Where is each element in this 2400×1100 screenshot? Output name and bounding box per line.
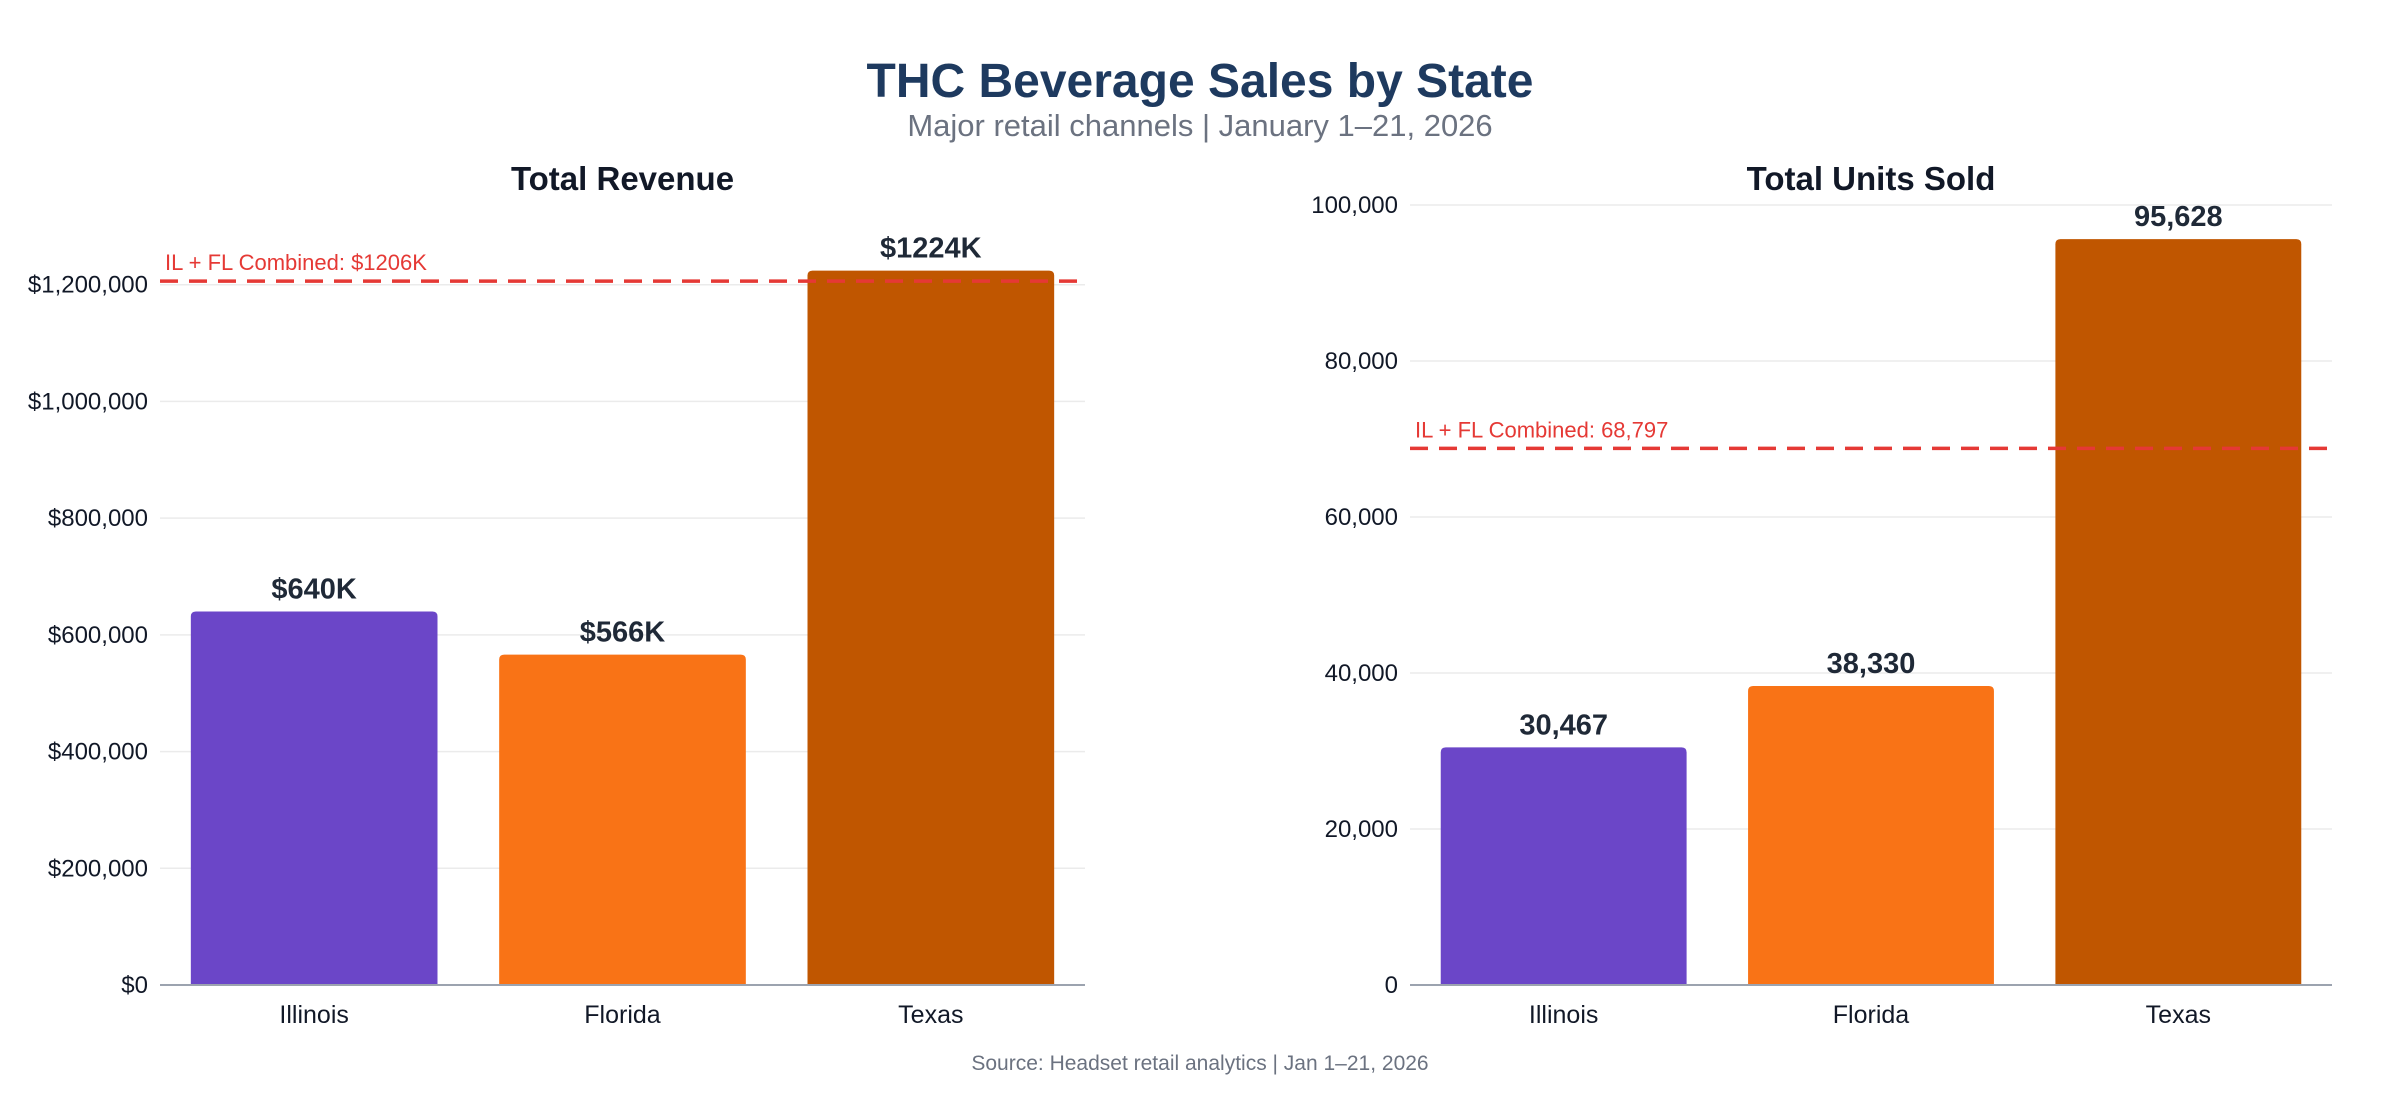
- source-note: Source: Headset retail analytics | Jan 1…: [971, 1052, 1429, 1075]
- y-tick-label: $800,000: [48, 505, 148, 532]
- y-tick-label: $200,000: [48, 855, 148, 882]
- y-tick-label: 100,000: [1311, 192, 1398, 219]
- y-tick-label: $0: [121, 972, 148, 999]
- data-label: $640K: [271, 574, 357, 606]
- y-tick-label: $1,000,000: [28, 388, 148, 415]
- x-tick-label: Illinois: [1529, 1001, 1598, 1029]
- bar-florida: [499, 654, 746, 985]
- y-tick-label: $600,000: [48, 622, 148, 649]
- chart-subtitle: Major retail channels | January 1–21, 20…: [907, 108, 1493, 143]
- data-label: $1224K: [880, 233, 982, 265]
- x-tick-label: Texas: [2146, 1001, 2211, 1029]
- data-label: 30,467: [1519, 709, 1608, 741]
- reference-line-label: IL + FL Combined: $1206K: [165, 250, 427, 275]
- bar-illinois: [190, 611, 438, 985]
- y-tick-label: $1,200,000: [28, 272, 148, 299]
- data-label: 95,628: [2134, 201, 2223, 233]
- y-tick-label: $400,000: [48, 739, 148, 766]
- y-tick-label: 20,000: [1325, 816, 1398, 843]
- panel-title: Total Units Sold: [1747, 160, 1996, 197]
- y-tick-label: 80,000: [1325, 348, 1398, 375]
- chart-title: THC Beverage Sales by State: [866, 55, 1534, 108]
- bar-illinois: [1440, 747, 1687, 985]
- data-label: 38,330: [1827, 648, 1916, 680]
- y-tick-label: 40,000: [1325, 660, 1398, 687]
- x-tick-label: Texas: [898, 1001, 963, 1029]
- panel-revenue: Total Revenue $0 $200,000 $400,000 $600,000 $…: [28, 160, 1085, 1029]
- x-tick-label: Illinois: [279, 1001, 348, 1029]
- panel-units: Total Units Sold 0 20,000 40,000 60,000 80,00…: [1311, 160, 2332, 1029]
- bar-texas: [2055, 239, 2302, 986]
- data-label: $566K: [580, 617, 666, 649]
- bar-florida: [1748, 686, 1994, 985]
- y-tick-label: 0: [1385, 972, 1398, 999]
- x-tick-label: Florida: [584, 1001, 661, 1029]
- y-tick-label: 60,000: [1325, 504, 1398, 531]
- x-tick-label: Florida: [1833, 1001, 1910, 1029]
- panel-title: Total Revenue: [511, 160, 734, 197]
- bar-texas: [807, 270, 1055, 985]
- reference-line-label: IL + FL Combined: 68,797: [1415, 417, 1668, 442]
